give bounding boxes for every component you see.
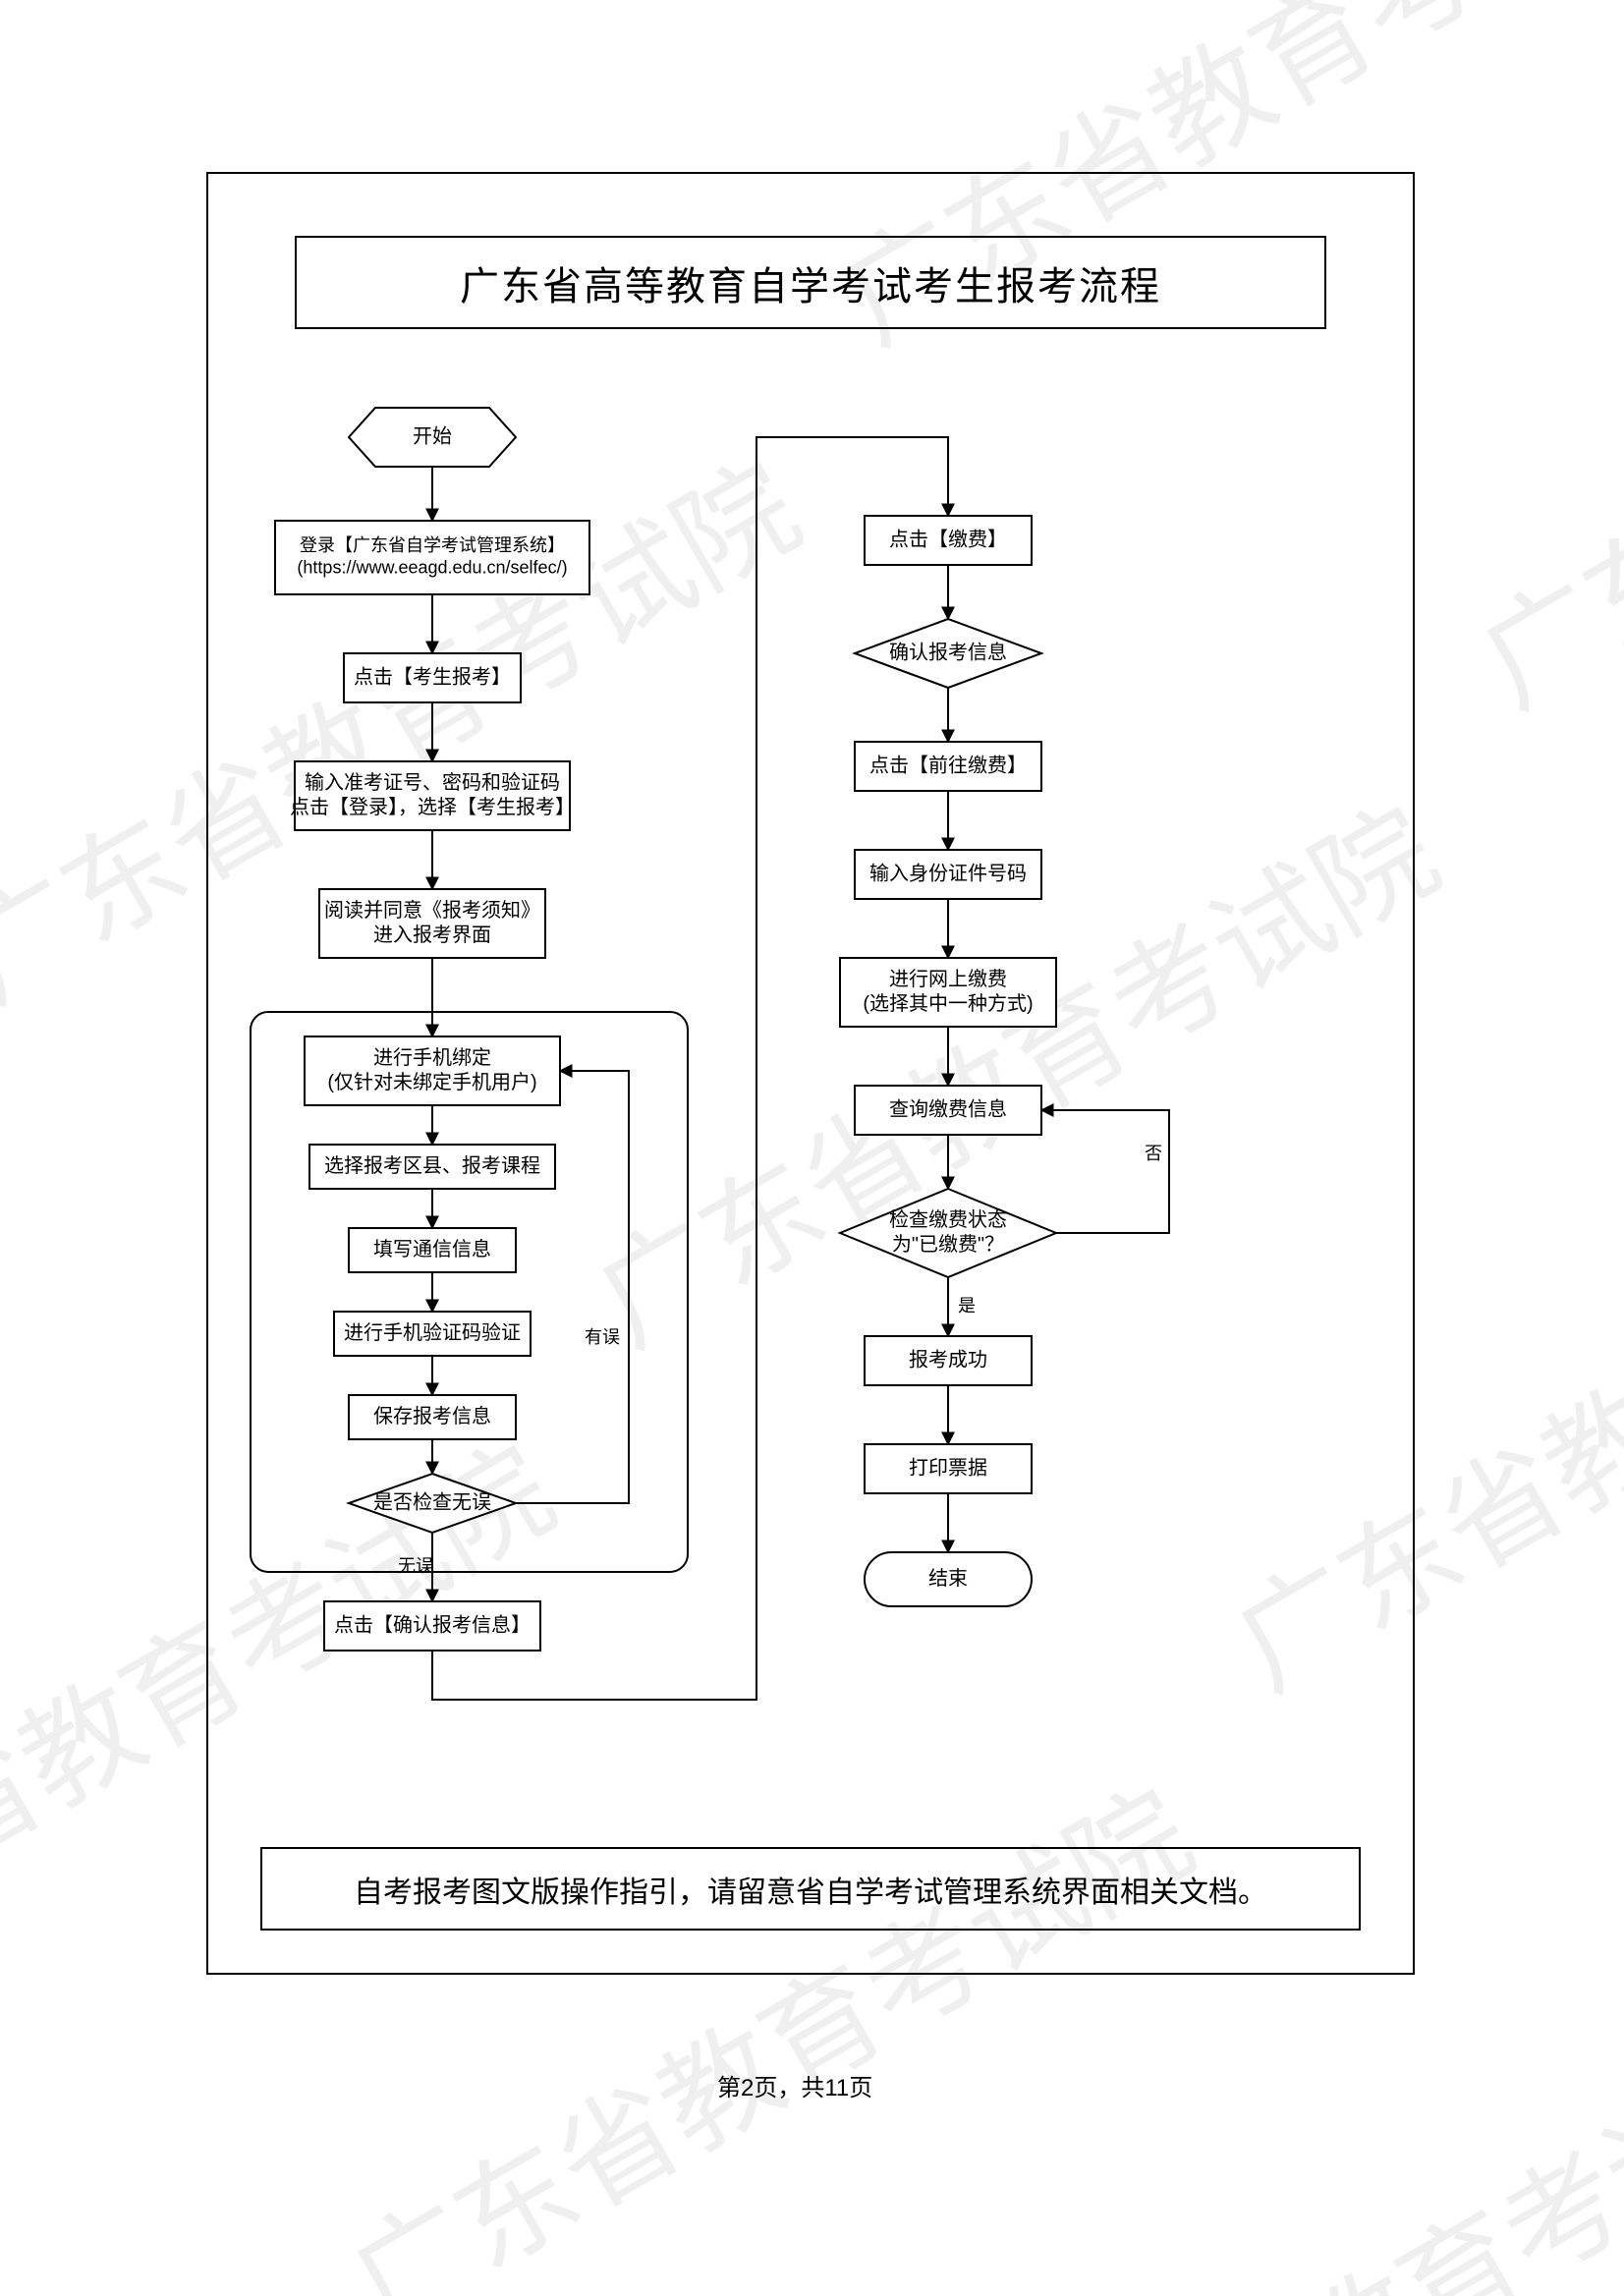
edge-pay_check-no-loop: [1041, 1110, 1169, 1233]
page-root: 广东省教育考试院广东省教育考试院广东省教育考试院广东省教育考试院广东省教育考试院…: [0, 0, 1624, 2296]
node-label: 开始: [413, 424, 452, 447]
node-select: 选择报考区县、报考课程: [309, 1145, 555, 1189]
node-pay_click: 点击【缴费】: [865, 516, 1032, 565]
node-end: 结束: [865, 1552, 1032, 1606]
edge-label: 无误: [398, 1556, 433, 1576]
node-pay_go: 点击【前往缴费】: [855, 742, 1041, 791]
node-label: 打印票据: [909, 1456, 987, 1479]
edge-label: 是: [958, 1296, 976, 1316]
node-label: 进行手机验证码验证: [344, 1321, 521, 1344]
node-pay_id: 输入身份证件号码: [855, 850, 1041, 899]
node-save: 保存报考信息: [349, 1395, 516, 1439]
edge-label: 有误: [585, 1327, 620, 1347]
node-pay_confirm: 确认报考信息: [855, 619, 1041, 688]
node-label: 确认报考信息: [889, 641, 1007, 663]
node-label: 填写通信信息: [373, 1238, 491, 1260]
node-label: 保存报考信息: [373, 1405, 491, 1428]
node-label: 是否检查无误: [373, 1490, 491, 1513]
node-start: 开始: [349, 408, 516, 467]
node-pay_check: 检查缴费状态为"已缴费"？: [840, 1189, 1056, 1277]
node-check1: 是否检查无误: [349, 1474, 516, 1533]
node-pay_online: 进行网上缴费(选择其中一种方式): [840, 958, 1056, 1027]
node-success: 报考成功: [865, 1336, 1032, 1385]
node-label: 点击【缴费】: [889, 528, 1007, 550]
node-print: 打印票据: [865, 1444, 1032, 1493]
edge-check1-loop-back: [516, 1071, 629, 1503]
page-number: 第2页，共11页: [717, 2068, 872, 2102]
node-label: 结束: [928, 1567, 968, 1590]
node-bind: 进行手机绑定(仅针对未绑定手机用户): [305, 1036, 560, 1105]
node-label: 报考成功: [909, 1348, 987, 1371]
node-label: 点击【考生报考】: [354, 665, 511, 688]
node-input1: 输入准考证号、密码和验证码点击【登录】，选择【考生报考】: [290, 761, 575, 830]
edge-label: 否: [1145, 1144, 1162, 1163]
flowchart-svg: 无误 是有误 否 开始登录【广东省自学考试管理系统】(https://www.eeag…: [0, 0, 1624, 2296]
node-label: 输入身份证件号码: [869, 862, 1027, 884]
node-read: 阅读并同意《报考须知》进入报考界面: [319, 889, 545, 958]
node-label: 点击【前往缴费】: [869, 754, 1027, 776]
node-pay_query: 查询缴费信息: [855, 1086, 1041, 1135]
node-fill: 填写通信信息: [349, 1228, 516, 1272]
node-login: 登录【广东省自学考试管理系统】(https://www.eeagd.edu.cn…: [275, 521, 589, 594]
node-label: 查询缴费信息: [889, 1097, 1007, 1120]
node-confirm: 点击【确认报考信息】: [324, 1601, 540, 1651]
node-click1: 点击【考生报考】: [344, 653, 521, 702]
node-label: 点击【确认报考信息】: [334, 1613, 531, 1636]
node-label: 选择报考区县、报考课程: [324, 1154, 540, 1177]
node-verify: 进行手机验证码验证: [334, 1312, 531, 1356]
